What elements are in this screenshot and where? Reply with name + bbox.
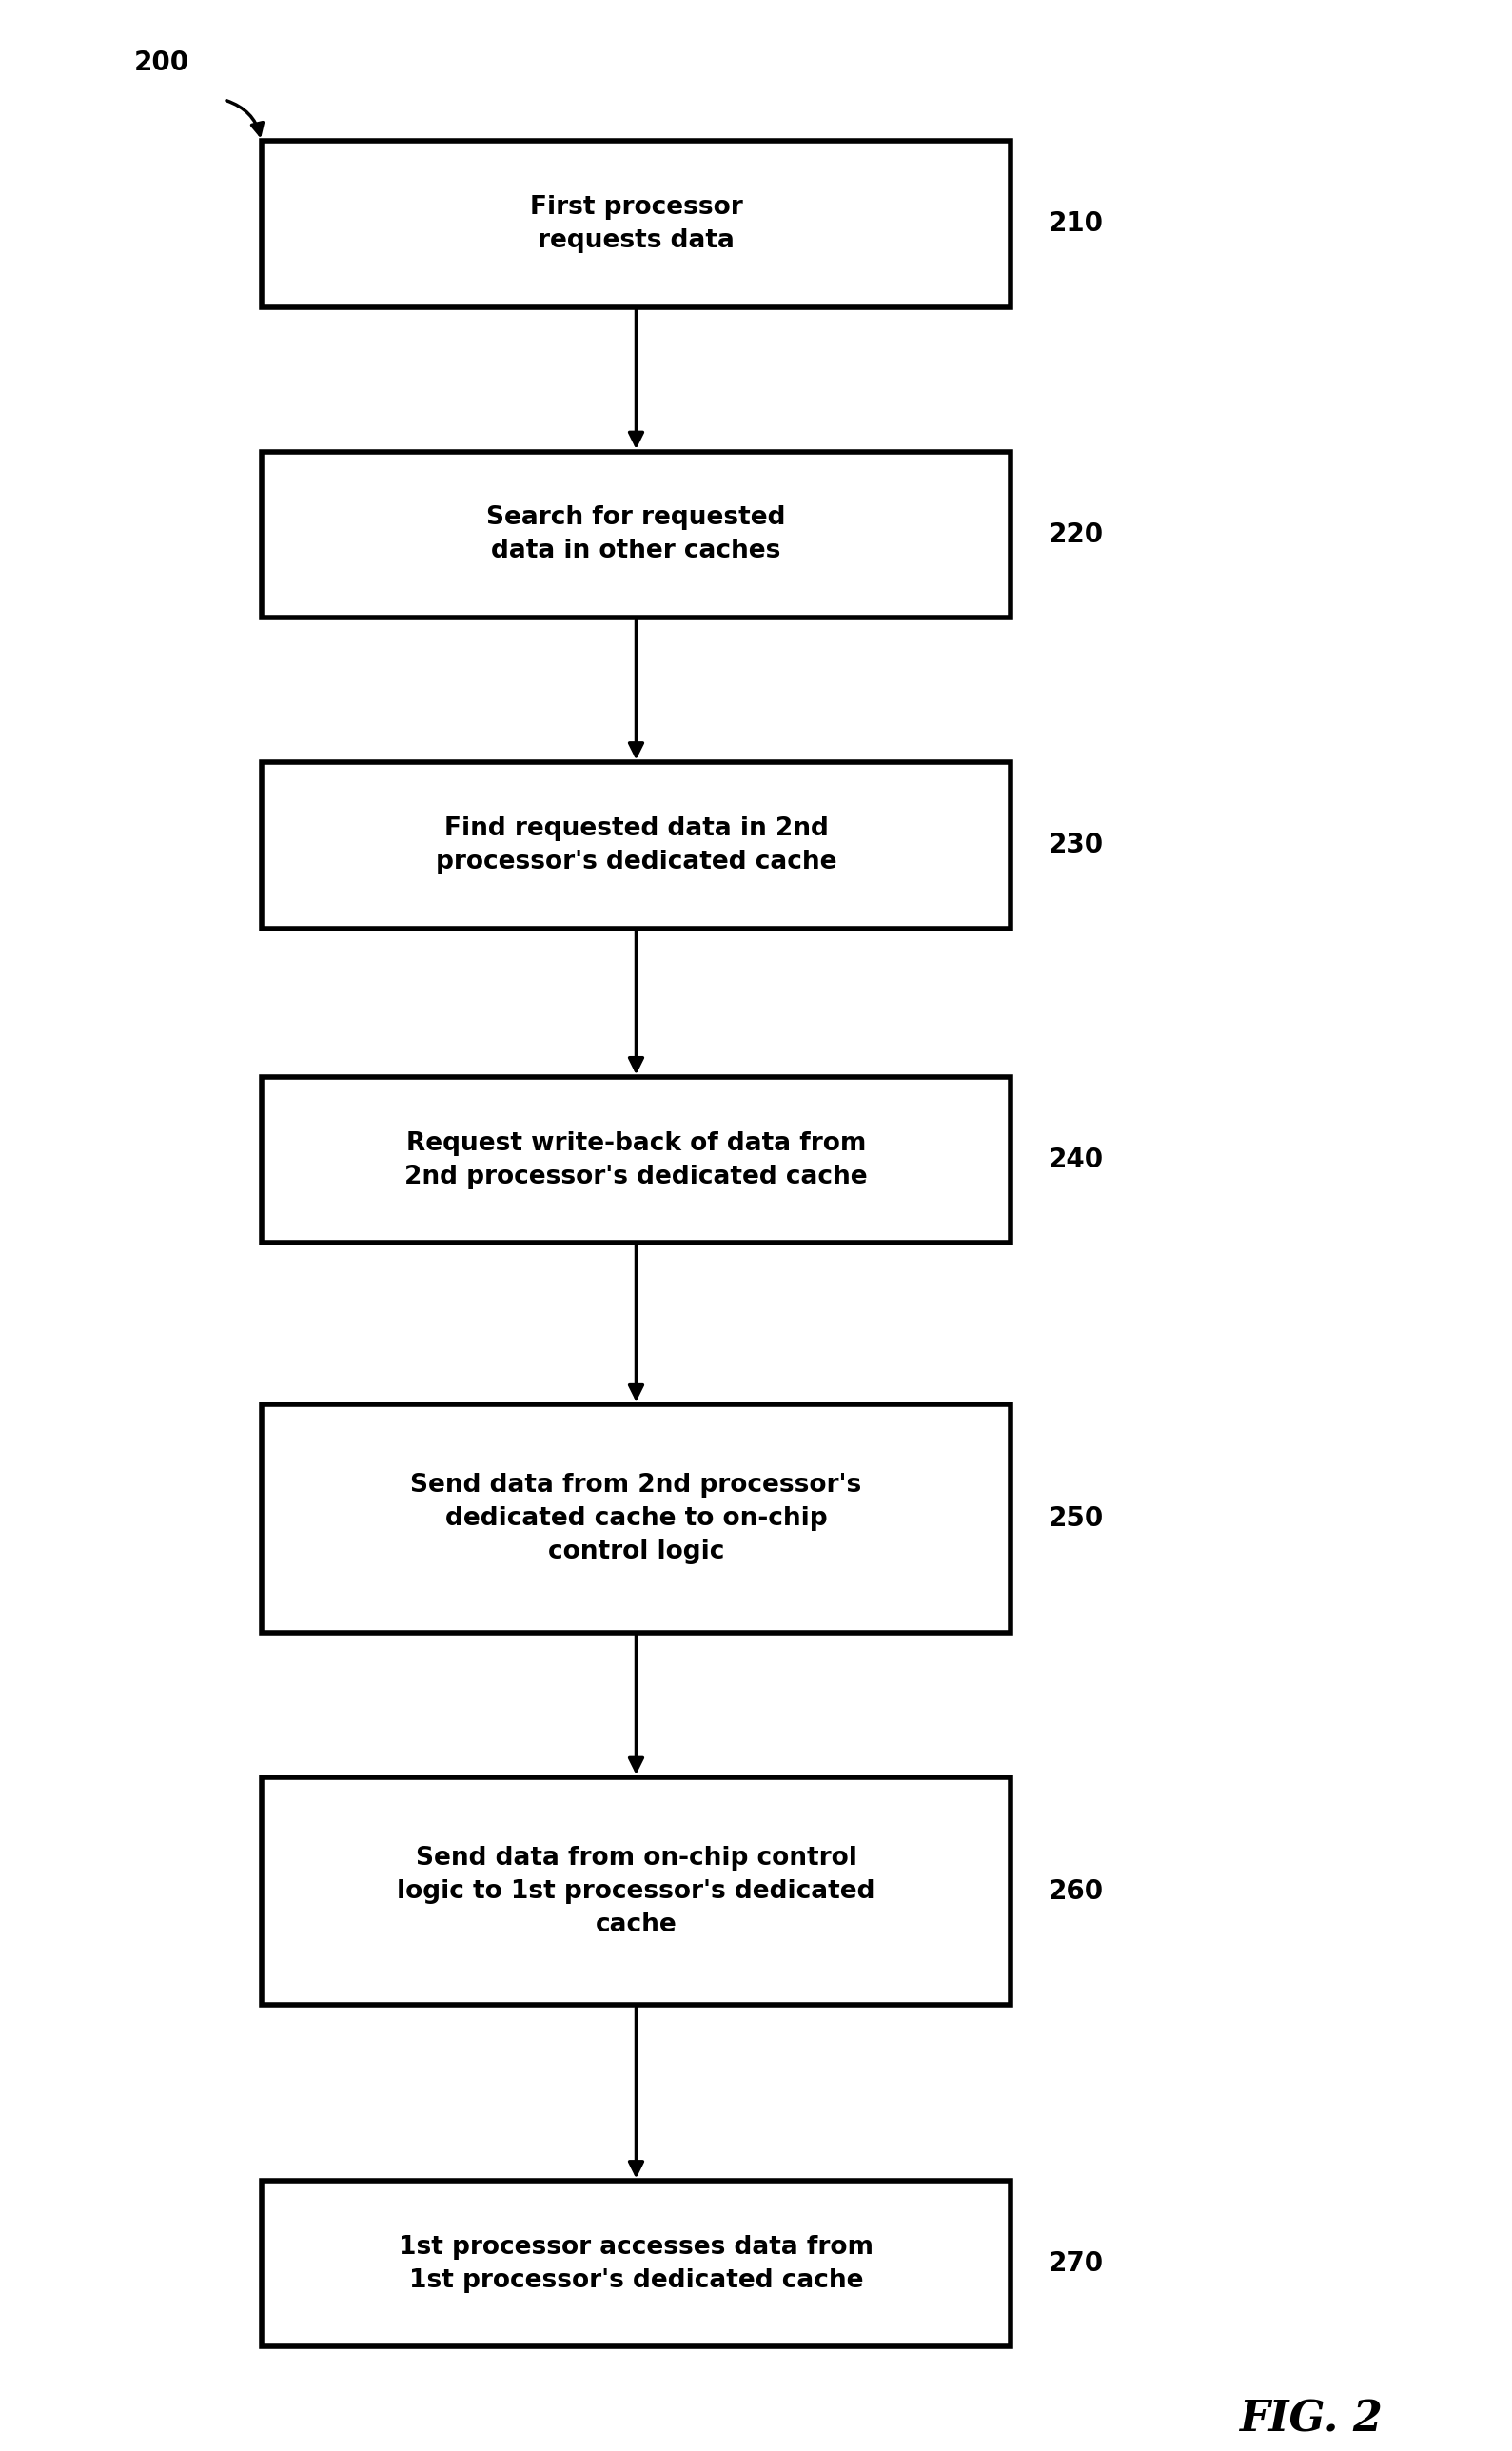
Text: First processor
requests data: First processor requests data [529, 196, 742, 252]
Text: 250: 250 [1048, 1505, 1104, 1532]
Text: FIG. 2: FIG. 2 [1238, 2400, 1382, 2439]
Text: 260: 260 [1048, 1877, 1104, 1904]
FancyBboxPatch shape [262, 2181, 1012, 2346]
Text: 220: 220 [1048, 522, 1104, 549]
Text: Send data from 2nd processor's
dedicated cache to on-chip
control logic: Send data from 2nd processor's dedicated… [410, 1473, 862, 1564]
Text: 1st processor accesses data from
1st processor's dedicated cache: 1st processor accesses data from 1st pro… [399, 2235, 874, 2294]
FancyBboxPatch shape [262, 1777, 1012, 2005]
Text: Find requested data in 2nd
processor's dedicated cache: Find requested data in 2nd processor's d… [435, 816, 836, 875]
Text: 240: 240 [1048, 1147, 1104, 1174]
FancyBboxPatch shape [262, 451, 1012, 618]
Text: 270: 270 [1048, 2250, 1104, 2277]
Text: 210: 210 [1048, 211, 1104, 238]
Text: 230: 230 [1048, 831, 1104, 858]
FancyArrowPatch shape [227, 100, 263, 135]
FancyBboxPatch shape [262, 1404, 1012, 1632]
FancyBboxPatch shape [262, 762, 1012, 929]
FancyBboxPatch shape [262, 142, 1012, 306]
Text: 200: 200 [135, 49, 189, 76]
FancyBboxPatch shape [262, 1078, 1012, 1243]
Text: Search for requested
data in other caches: Search for requested data in other cache… [487, 505, 786, 564]
Text: Send data from on-chip control
logic to 1st processor's dedicated
cache: Send data from on-chip control logic to … [398, 1846, 875, 1936]
Text: Request write-back of data from
2nd processor's dedicated cache: Request write-back of data from 2nd proc… [405, 1130, 868, 1189]
